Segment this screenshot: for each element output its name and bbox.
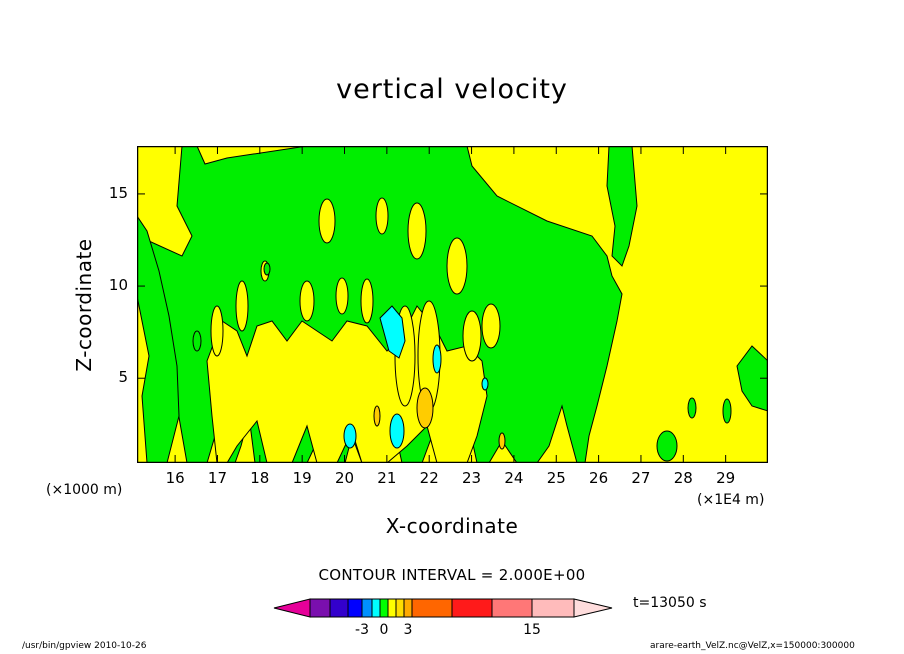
colorbar-tick-label: 0 — [379, 622, 389, 638]
x-scale-note-left: (×1000 m) — [46, 482, 123, 498]
x-tick-label: 19 — [292, 469, 312, 487]
yellow-island — [235, 280, 249, 332]
x-tick-label: 23 — [462, 469, 482, 487]
colorbar-segment — [387, 598, 397, 618]
yellow-lower-band — [206, 305, 488, 463]
colorbar-segment — [531, 598, 575, 618]
colorbar-segment — [411, 598, 453, 618]
colorbar-tick-label: -3 — [355, 622, 369, 638]
green-blob — [687, 397, 697, 419]
x-tick-label: 29 — [716, 469, 736, 487]
cyan-feature — [389, 413, 405, 449]
colorbar — [273, 598, 613, 618]
x-tick-label: 22 — [419, 469, 439, 487]
yellow-island — [481, 303, 501, 349]
green-region-left — [137, 215, 180, 463]
colorbar-segment — [361, 598, 373, 618]
y-tick-label: 15 — [108, 183, 128, 202]
colorbar-right-arrow — [573, 598, 613, 618]
yellow-island — [335, 277, 349, 315]
x-tick-label: 18 — [250, 469, 270, 487]
green-blob — [192, 330, 202, 352]
yellow-island — [407, 202, 427, 260]
cyan-feature — [379, 305, 406, 359]
plot-frame — [137, 146, 768, 463]
colorbar-segment — [371, 598, 381, 618]
x-tick-label: 16 — [165, 469, 185, 487]
cyan-feature — [481, 377, 489, 391]
green-region-right — [606, 146, 638, 267]
time-label: t=13050 s — [633, 595, 707, 611]
colorbar-segment — [395, 598, 405, 618]
x-scale-note-right: (×1E4 m) — [697, 492, 765, 508]
yellow-island — [210, 305, 224, 357]
yellow-island — [462, 310, 482, 362]
plot-area — [137, 146, 768, 463]
y-tick-label: 10 — [108, 276, 128, 295]
x-tick-label: 24 — [504, 469, 524, 487]
y-axis-label: Z-coordinate — [72, 238, 96, 372]
x-tick-label: 25 — [546, 469, 566, 487]
yellow-island — [318, 198, 336, 244]
yellow-island — [360, 278, 374, 324]
x-tick-label: 20 — [334, 469, 355, 487]
colorbar-segment — [491, 598, 533, 618]
chart-title: vertical velocity — [336, 74, 568, 105]
x-tick-label: 27 — [631, 469, 651, 487]
yellow-island — [299, 280, 315, 322]
colorbar-segment — [451, 598, 493, 618]
x-tick-label: 28 — [673, 469, 693, 487]
x-tick-label: 17 — [207, 469, 227, 487]
green-blob — [263, 262, 271, 276]
colorbar-segment — [329, 598, 349, 618]
x-tick-label: 26 — [589, 469, 609, 487]
green-blob — [656, 430, 678, 462]
colorbar-segment — [309, 598, 331, 618]
colorbar-segment — [403, 598, 413, 618]
cyan-feature — [432, 344, 442, 374]
x-axis-label: X-coordinate — [385, 514, 519, 538]
y-tick-label: 5 — [118, 368, 128, 387]
colorbar-left-arrow — [273, 598, 311, 618]
colorbar-segment — [379, 598, 389, 618]
colorbar-tick-label: 3 — [403, 622, 413, 638]
green-region-bottom-right — [736, 345, 768, 412]
green-blob — [722, 398, 732, 424]
contour-interval-label: CONTOUR INTERVAL = 2.000E+00 — [318, 566, 586, 584]
yellow-island — [375, 197, 389, 235]
colorbar-segment — [347, 598, 363, 618]
yellow-island — [446, 237, 468, 295]
footer-left: /usr/bin/gpview 2010-10-26 — [22, 641, 147, 651]
orange-feature — [416, 387, 434, 429]
colorbar-tick-label: 15 — [523, 622, 541, 638]
orange-feature — [373, 405, 381, 427]
x-tick-label: 21 — [377, 469, 397, 487]
footer-right: arare-earth_VelZ.nc@VelZ,x=150000:300000 — [650, 641, 855, 651]
cyan-feature — [343, 423, 357, 449]
axis-ticks — [137, 146, 768, 463]
orange-feature — [498, 432, 506, 450]
